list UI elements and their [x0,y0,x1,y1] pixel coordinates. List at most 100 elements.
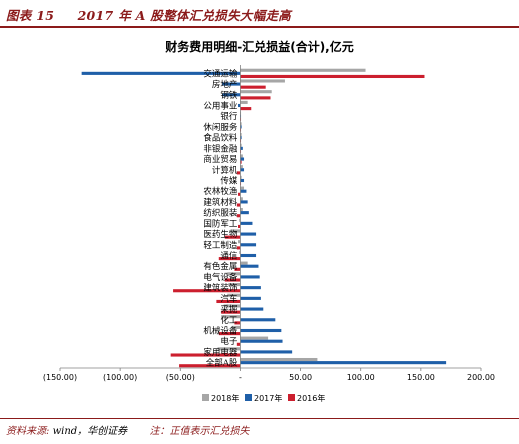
y-axis-category-label: 轻工制造 [203,240,238,251]
y-axis-category-label: 化工 [220,315,238,326]
bar-2017年-电子 [240,339,283,343]
x-tick-label: (50.00) [166,373,195,382]
bar-2016年-建筑材料 [236,203,241,207]
figure-caption: 图表 15 2017 年 A 股整体汇兑损失大幅走高 [6,5,291,24]
y-axis-category-label: 钢铁 [220,90,238,101]
bar-2018年-计算机 [240,165,243,169]
y-axis-category-label: 有色金属 [203,261,237,272]
legend-swatch [245,394,252,401]
bar-2017年-农林牧渔 [240,189,247,193]
bar-2016年-公用事业 [240,107,252,111]
legend-swatch [202,394,209,401]
legend-label: 2017年 [254,393,282,403]
bar-2017年-食品饮料 [240,136,242,140]
y-axis-category-label: 商业贸易 [203,154,237,165]
bar-2018年-休闲服务 [240,122,242,126]
bar-2017年-汽车 [240,296,261,300]
bar-2017年-化工 [240,318,276,322]
y-axis-category-label: 银行 [220,111,238,122]
bar-2016年-化工 [234,321,241,325]
bar-2018年-全部A股 [240,357,318,362]
bar-2018年-钢铁 [240,90,272,94]
y-axis-category-label: 通信 [220,251,238,262]
bar-2018年-医药生物 [230,229,241,233]
bar-2017年-轻工制造 [240,243,257,247]
bar-2018年-纺织服装 [240,207,243,212]
bar-2017年-有色金属 [240,264,259,268]
bar-2017年-医药生物 [240,232,257,236]
x-tick-label: - [239,373,242,382]
bar-2018年-电气设备 [227,272,241,276]
source-label: 资料来源: [6,426,50,437]
legend-label: 2018年 [211,393,239,403]
bar-2017年-建筑材料 [240,200,248,204]
source-text: wind，华创证券 [52,426,128,437]
bar-2017年-通信 [240,253,257,258]
y-axis-category-label: 机械设备 [203,326,238,337]
y-axis-category-label: 家用电器 [203,347,238,358]
bar-2018年-非银金融 [240,143,242,147]
y-axis-category-label: 电气设备 [203,272,238,283]
y-axis-category-label: 非银金融 [203,143,238,154]
bar-2016年-纺织服装 [236,214,241,218]
bar-2017年-房地产 [222,82,241,86]
bar-2016年-机械设备 [218,332,241,336]
bar-2018年-家用电器 [217,347,241,351]
y-axis-category-label: 休闲服务 [203,122,238,133]
bar-2018年-商业贸易 [240,154,243,158]
legend-label: 2016年 [297,393,325,403]
bar-2016年-家用电器 [170,353,241,357]
bar-2016年-建筑装饰 [173,289,241,293]
bar-2016年-轻工制造 [236,246,241,250]
bar-2018年-汽车 [227,293,241,297]
y-axis-category-label: 国防军工 [203,218,238,229]
y-axis-category-label: 农林牧渔 [203,186,238,197]
bar-2016年-电气设备 [224,278,241,282]
footer-note: 注：正值表示汇兑损失 [149,426,250,437]
bar-2018年-电子 [240,336,269,340]
x-axis: (150.00) (100.00) (50.00) - 50.00 100.00 150.0… [43,65,495,382]
figure-label: 图表 15 [6,8,55,23]
y-axis-category-label: 公用事业 [203,101,237,112]
bar-2018年-机械设备 [232,325,241,329]
bar-2017年-全部A股 [240,361,447,365]
page-header: 图表 15 2017 年 A 股整体汇兑损失大幅走高 [0,0,519,28]
bar-2016年-采掘 [221,310,241,314]
bar-2018年-建筑装饰 [228,282,241,287]
y-axis-category-label: 传媒 [220,176,238,187]
bar-2016年-汽车 [216,299,241,304]
bar-2018年-化工 [221,315,241,319]
bar-2018年-交通运输 [240,68,366,72]
bar-2017年-钢铁 [222,93,241,97]
bar-2016年-钢铁 [240,96,271,100]
bar-2017年-休闲服务 [240,125,242,129]
bar-2016年-电子 [236,342,241,346]
bar-2018年-农林牧渔 [240,186,245,190]
bar-2016年-医药生物 [224,235,241,239]
y-axis-category-label: 建筑材料 [203,197,238,208]
footer-divider [0,418,519,419]
bar-2018年-食品饮料 [240,132,242,137]
bar-2016年-商业贸易 [240,160,242,164]
y-axis-category-label: 纺织服装 [203,208,238,219]
bar-2018年-房地产 [240,79,285,83]
y-axis-category-label: 建筑装饰 [203,283,238,294]
bar-2018年-通信 [239,250,241,254]
legend-swatch [288,394,295,401]
chart-title: 财务费用明细-汇兑损益(合计),亿元 [165,40,354,54]
bar-2017年-机械设备 [240,328,282,333]
bar-2017年-非银金融 [240,146,243,150]
bar-2018年-传媒 [240,175,242,179]
bars-group [81,68,447,368]
x-tick-label: 150.00 [407,373,435,382]
y-axis-category-label: 交通运输 [203,68,238,79]
y-axis-category-label: 电子 [220,336,238,347]
bar-2017年-纺织服装 [240,211,249,215]
bar-2017年-电气设备 [240,275,260,279]
y-axis-category-label: 计算机 [212,165,238,176]
y-axis-category-label: 全部A股 [206,358,238,369]
x-tick-label: 50.00 [289,373,312,382]
x-tick-label: 100.00 [347,373,375,382]
bar-2018年-采掘 [223,304,241,308]
